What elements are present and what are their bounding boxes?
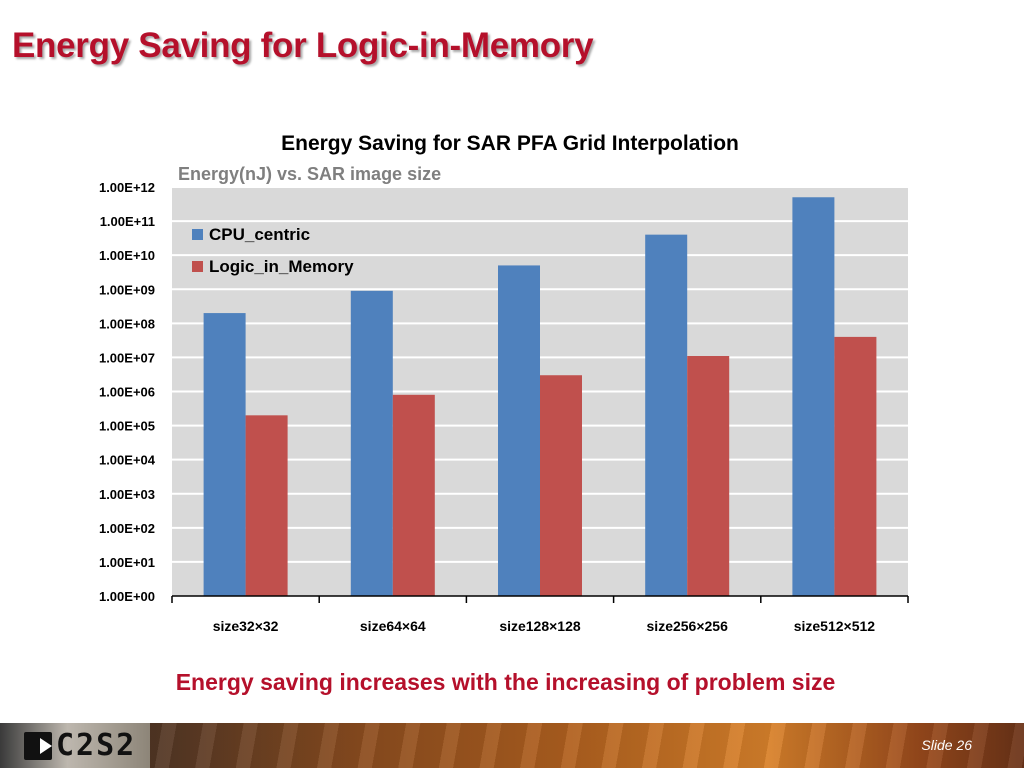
c2s2-logo: C2S2 [0, 723, 150, 768]
chart-title: Energy Saving for SAR PFA Grid Interpola… [281, 132, 739, 155]
legend-label: CPU_centric [209, 225, 310, 244]
energy-bar-chart: Energy Saving for SAR PFA Grid Interpola… [99, 132, 909, 634]
footer-decoration [0, 723, 1024, 768]
bar-logic-in-memory [392, 394, 435, 596]
y-tick-label: 1.00E+11 [100, 214, 155, 229]
bar-cpu-centric [350, 290, 393, 596]
slide-title: Energy Saving for Logic-in-Memory [12, 26, 594, 65]
x-tick-label: size32×32 [213, 618, 279, 634]
y-tick-label: 1.00E+03 [99, 487, 155, 502]
y-tick-label: 1.00E+08 [99, 316, 155, 331]
logo-text: C2S2 [56, 728, 137, 763]
y-tick-label: 1.00E+05 [99, 419, 155, 434]
bar-cpu-centric [792, 197, 835, 596]
bar-logic-in-memory [834, 336, 877, 596]
bar-logic-in-memory [540, 375, 582, 596]
y-tick-label: 1.00E+06 [99, 385, 155, 400]
legend-label: Logic_in_Memory [209, 257, 354, 276]
play-arrow-icon [24, 732, 52, 760]
legend-swatch [192, 229, 203, 240]
bar-cpu-centric [498, 265, 540, 596]
footer-bar: C2S2 Slide 26 [0, 723, 1024, 768]
chart-subtitle: Energy(nJ) vs. SAR image size [178, 164, 441, 184]
y-tick-label: 1.00E+10 [99, 248, 155, 263]
bar-cpu-centric [645, 234, 688, 596]
y-tick-label: 1.00E+04 [99, 453, 156, 468]
slide-caption: Energy saving increases with the increas… [175, 669, 836, 695]
y-tick-label: 1.00E+01 [99, 555, 155, 570]
bar-cpu-centric [203, 313, 246, 596]
y-tick-label: 1.00E+02 [99, 521, 155, 536]
x-tick-label: size128×128 [499, 618, 581, 634]
y-tick-label: 1.00E+00 [99, 589, 155, 604]
slide-number: Slide 26 [921, 737, 972, 753]
y-tick-label: 1.00E+12 [99, 180, 155, 195]
chart-legend: CPU_centric Logic_in_Memory [192, 225, 354, 276]
x-tick-label: size256×256 [647, 618, 729, 634]
y-tick-label: 1.00E+09 [99, 282, 155, 297]
bar-logic-in-memory [245, 415, 288, 596]
bar-logic-in-memory [687, 356, 730, 596]
legend-swatch [192, 261, 203, 272]
y-tick-label: 1.00E+07 [99, 350, 155, 365]
x-tick-label: size512×512 [794, 618, 876, 634]
x-tick-label: size64×64 [360, 618, 426, 634]
